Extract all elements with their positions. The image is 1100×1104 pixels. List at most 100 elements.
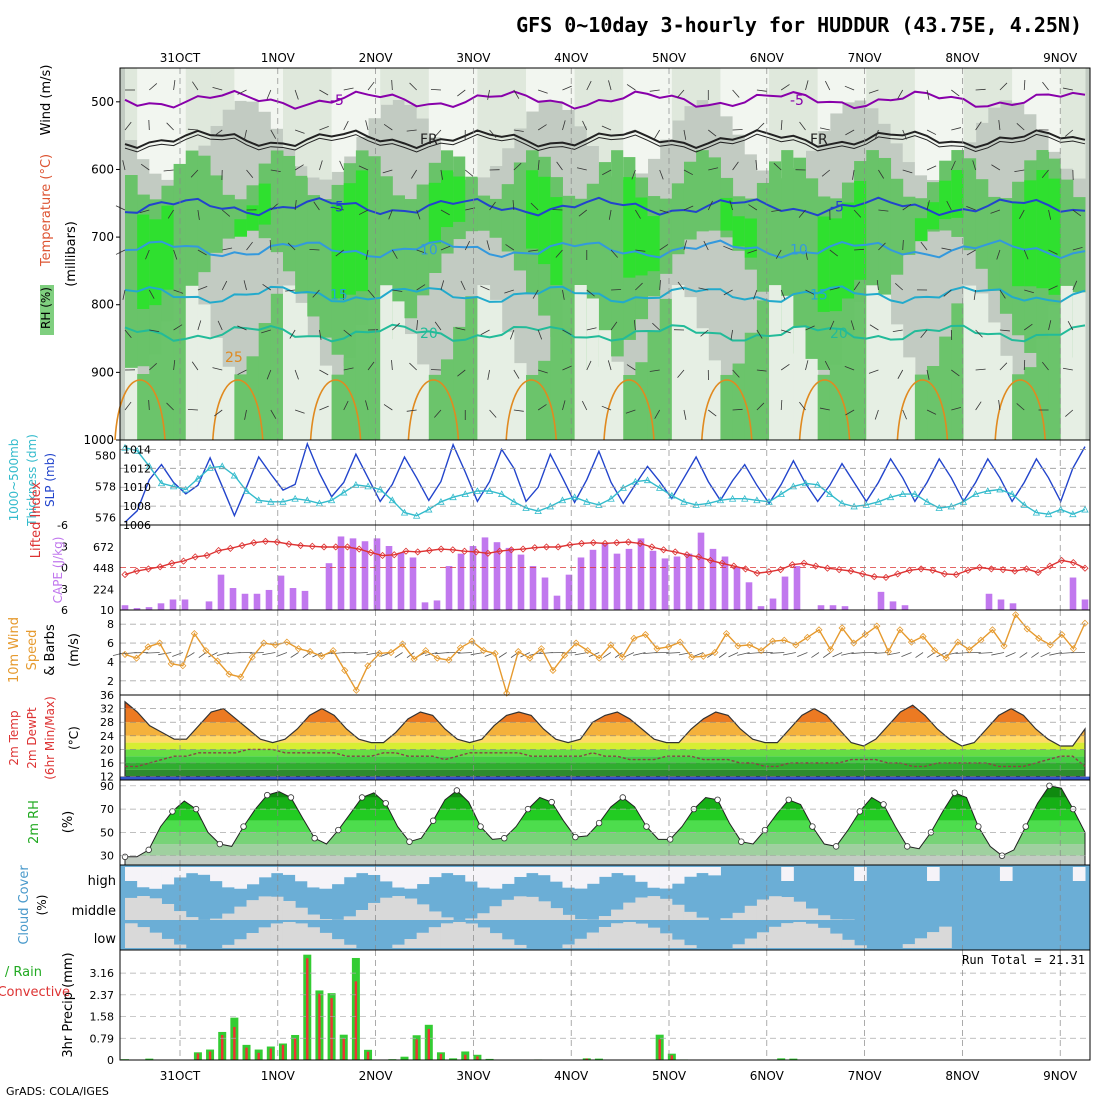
slp-tick: 1012 [123,462,151,475]
rh-cell [514,68,527,128]
wind-barb [1031,653,1038,658]
rh-cell [271,150,284,252]
rh-cell [708,68,721,104]
cloud-mid-cell [733,913,746,920]
cloud-low-cell [222,945,235,948]
precip-tick: 0 [107,1054,114,1067]
cloud-high-cell [441,867,454,873]
cloud-high-cell [368,867,381,875]
isotherm-label: -5 [790,93,804,109]
rh-cell [793,326,806,440]
rh-cell [550,329,563,440]
convective-bar [318,994,320,1060]
cloud-high-cell [429,867,442,877]
rh-cell [356,68,369,137]
slp-tick: 1006 [123,519,151,532]
cloud-low-cell [599,927,612,948]
rh-cell [1073,68,1086,179]
isotherm-label: 10 [790,242,808,258]
precip-tick: 0.79 [90,1032,115,1045]
slp-tick: 1010 [123,481,151,494]
cloud-mid-cell [660,899,673,920]
cloud-low-cell [842,940,855,948]
rh-cell [903,68,916,162]
axis-title: Lifted Index [29,481,44,558]
li-tick: -6 [57,519,68,532]
panel-frame [120,440,1090,525]
cloud-high-cell [356,867,369,873]
temp-tick: 28 [100,716,114,729]
cloud-mid-cell [307,915,320,920]
rh-point [644,824,650,830]
rh-cell [429,183,442,244]
cloud-mid-cell [672,905,685,920]
axis-title: 2m Temp [7,710,21,765]
axis-title: 10m Wind [7,617,22,683]
rh-cell [672,68,685,121]
rh-cell [465,68,478,180]
wind-tick: 4 [107,656,114,669]
cloud-high-cell [927,867,940,881]
rh-cell [878,158,891,297]
convective-bar [355,981,357,1060]
wind-barb [823,653,830,658]
cloud-mid-cell [283,901,296,920]
rh-cell [283,156,296,271]
rh-cell [344,183,357,295]
rh-cell [186,151,199,295]
rh-cell [976,179,989,269]
cloud-low-cell [806,924,819,948]
rh-cell [344,68,357,156]
wind-tick: 6 [107,637,114,650]
wind-barb [719,653,726,658]
rh-cell [380,68,393,105]
rh-tick: 50 [100,826,114,839]
cloud-mid-cell [769,896,782,920]
cape-bar [902,605,909,610]
rh-cell [526,68,539,112]
cloud-high-cell [344,867,357,877]
cloud-high-cell [502,867,515,884]
cape-bar [218,575,225,610]
temp-tick: 24 [100,730,114,743]
cloud-low-cell [769,927,782,948]
rh-cell [623,177,636,278]
rh-cell [356,325,369,440]
rh-cell [259,184,272,225]
cloud-mid-cell [684,912,697,920]
rh-cell [392,301,405,440]
date-label-bottom: 3NOV [456,1069,491,1083]
wind-barb [811,653,819,658]
date-label-bottom: 6NOV [750,1069,785,1083]
cloud-high-cell [490,867,503,889]
cloud-mid-cell [550,908,563,920]
cape-bar [482,537,489,610]
cloud-high-cell [696,867,709,873]
rh-tick: 90 [100,780,114,793]
wind-barb [262,653,275,655]
rh-cell [830,365,843,440]
wind-barb [291,653,299,658]
rh-cell [332,375,345,440]
cloud-high-cell [550,867,563,882]
cloud-low-cell [830,934,843,948]
temp-band [120,756,1090,763]
rh-cell [210,175,223,252]
rh-cell [368,68,381,118]
rh-cell [514,363,527,440]
cloud-high-cell [465,867,478,882]
rh-point [786,797,792,803]
rh-point [857,809,863,815]
axis-title: 3hr Precip (mm) [61,952,76,1057]
cloud-high-cell [781,867,794,881]
convective-bar [197,1053,199,1060]
run-total: Run Total = 21.31 [962,953,1085,967]
wind-barb [916,653,924,658]
cloud-low-cell [562,944,575,948]
isotherm-label: 10 [420,242,438,258]
cape-bar [374,538,381,610]
axis-title: Wind (m/s) [39,65,54,136]
rh-cell [1036,170,1049,288]
cloud-high-cell [1000,867,1013,881]
rh-cell [380,285,393,440]
